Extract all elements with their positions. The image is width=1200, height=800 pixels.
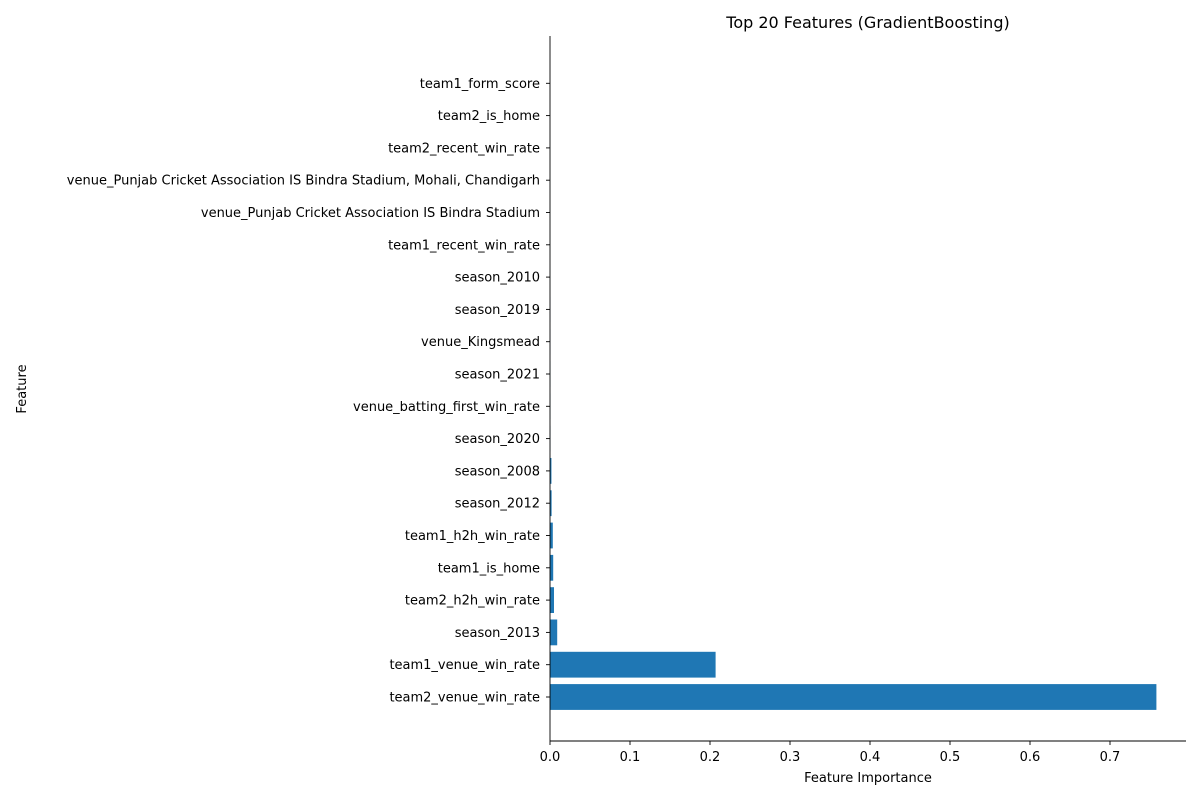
y-tick-label: season_2008 bbox=[455, 464, 540, 479]
y-tick-label: team2_venue_win_rate bbox=[389, 691, 540, 706]
y-tick-label: team2_is_home bbox=[438, 109, 540, 124]
bars-group bbox=[550, 70, 1157, 710]
x-tick-label: 0.3 bbox=[780, 750, 801, 765]
x-tick-label: 0.1 bbox=[620, 750, 641, 765]
y-tick-label: venue_Punjab Cricket Association IS Bind… bbox=[67, 174, 540, 189]
y-tick-label: season_2020 bbox=[455, 432, 540, 447]
y-tick-label: team1_venue_win_rate bbox=[389, 658, 540, 673]
x-ticks-group: 0.0 0.1 0.2 0.3 0.4 0.5 0.6 0.7 bbox=[540, 741, 1121, 765]
y-tick-label: team2_recent_win_rate bbox=[388, 141, 540, 156]
y-tick-label: venue_batting_first_win_rate bbox=[353, 400, 540, 415]
bar bbox=[550, 458, 552, 484]
y-tick-label: venue_Kingsmead bbox=[421, 335, 540, 350]
y-tick-label: season_2010 bbox=[455, 271, 540, 286]
chart-title: Top 20 Features (GradientBoosting) bbox=[725, 13, 1009, 32]
x-tick-label: 0.2 bbox=[700, 750, 721, 765]
x-axis-title: Feature Importance bbox=[804, 771, 932, 786]
x-tick-label: 0.0 bbox=[540, 750, 561, 765]
y-tick-label: venue_Punjab Cricket Association IS Bind… bbox=[201, 206, 540, 221]
bar bbox=[550, 522, 553, 549]
y-tick-label: team1_h2h_win_rate bbox=[405, 529, 540, 544]
bar bbox=[550, 490, 552, 517]
x-tick-label: 0.7 bbox=[1100, 750, 1121, 765]
y-tick-label: season_2021 bbox=[455, 368, 540, 383]
bar bbox=[550, 587, 554, 613]
y-tick-label: team2_h2h_win_rate bbox=[405, 594, 540, 609]
bar bbox=[550, 651, 716, 678]
x-tick-label: 0.4 bbox=[860, 750, 881, 765]
y-ticks-group: team2_venue_win_rate team1_venue_win_rate… bbox=[67, 77, 550, 706]
y-tick-label: season_2019 bbox=[455, 303, 540, 318]
x-tick-label: 0.5 bbox=[940, 750, 961, 765]
bar bbox=[550, 554, 554, 581]
x-tick-label: 0.6 bbox=[1020, 750, 1041, 765]
y-tick-label: season_2013 bbox=[455, 626, 540, 641]
y-tick-label: team1_is_home bbox=[438, 561, 540, 576]
y-axis-title: Feature bbox=[15, 364, 30, 413]
y-tick-label: season_2012 bbox=[455, 497, 540, 512]
y-tick-label: team1_recent_win_rate bbox=[388, 238, 540, 253]
bar bbox=[550, 619, 558, 646]
bar bbox=[550, 684, 1157, 710]
y-tick-label: team1_form_score bbox=[420, 77, 540, 92]
